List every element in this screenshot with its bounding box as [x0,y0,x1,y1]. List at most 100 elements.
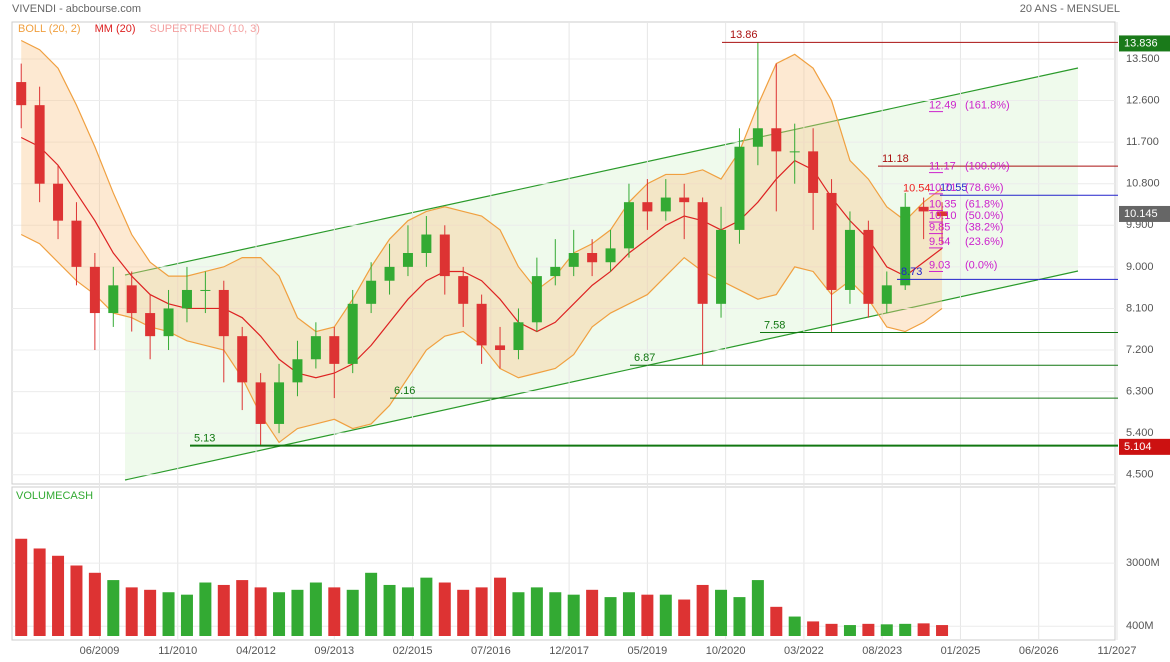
candle-body [937,211,948,217]
volume-bar [457,589,470,636]
y-tick-label: 10.800 [1126,178,1160,190]
candle-body [200,289,211,291]
volume-bar [88,572,101,636]
candle-body [605,248,616,263]
volume-bar [199,582,212,636]
volume-bar [843,625,856,636]
y-tick-label: 11.700 [1126,136,1159,148]
candle-body [329,336,340,364]
y-tick-label: 9.900 [1126,219,1154,231]
y-tick-label: 9.000 [1126,261,1154,273]
volume-bar [180,594,193,636]
volume-bar [70,565,83,636]
candle-body [274,382,285,424]
candle-body [752,128,763,147]
volume-bar [125,587,138,636]
candle-body [900,206,911,286]
volume-bar [641,594,654,636]
price-tag [1119,438,1170,455]
y-tick-label: 5.400 [1126,427,1154,439]
moving-average [20,136,943,379]
fib-pct: (161.8%) [965,100,1010,112]
volume-bar [291,589,304,636]
candle-body [71,220,82,267]
y-tick-label: 12.600 [1126,94,1160,106]
candle-body [53,183,64,221]
volume-bar [512,592,525,636]
candle-body [145,313,156,337]
price-tag [1119,35,1170,52]
volume-bar [309,582,322,636]
volume-title: VOLUMECASH [16,490,93,502]
x-tick-label: 05/2019 [627,645,667,657]
boll-fill [21,40,943,443]
volume-bar [494,577,507,636]
volume-bar [659,594,672,636]
volume-bar [549,592,562,636]
fib-label: 9.03 [929,259,950,271]
fib-pct: (23.6%) [965,236,1004,248]
volume-bar [236,580,249,636]
volume-bar [936,625,949,636]
candle-body [550,266,561,277]
candle-body [402,253,413,267]
fib-label: 11.17 [929,161,956,173]
x-tick-label: 07/2016 [471,645,511,657]
volume-bar [162,592,175,636]
level-label: 7.58 [764,319,785,331]
candle-body [89,266,100,314]
fib-pct: (100.0%) [965,161,1010,173]
fib-label: 9.54 [929,236,950,248]
volume-bar [678,599,691,636]
x-tick-label: 06/2009 [80,645,120,657]
candle-body [826,192,837,290]
candle-body [16,82,27,106]
x-tick-label: 04/2012 [236,645,276,657]
volume-bar [733,597,746,636]
candle-body [347,303,358,364]
volume-bar [751,580,764,636]
channel-top [124,67,1079,276]
fib-pct: (38.2%) [965,221,1004,233]
volume-bar [807,621,820,636]
candle-body [863,229,874,304]
volume-bar [604,597,617,636]
x-tick-label: 11/2010 [158,645,197,657]
candle-body [642,202,653,212]
volume-bar [52,555,65,636]
candle-body [771,128,782,152]
level-label: 6.87 [634,352,655,364]
volume-bar [899,623,912,636]
fib-pct: (61.8%) [965,198,1004,210]
candle-body [808,151,819,193]
level-label: 5.13 [194,433,215,445]
legend-entry: BOLL (20, 2) [18,23,81,35]
fib-label: 9.85 [929,221,950,233]
volume-bar [567,594,580,636]
volume-bar [715,589,728,636]
price-tag-label: 13.836 [1124,37,1158,49]
price-tag [1119,205,1170,222]
x-tick-label: 08/2023 [862,645,902,657]
candle-body [716,229,727,304]
volume-bar [15,538,28,636]
x-tick-label: 10/2020 [706,645,746,657]
candle-body [623,202,634,249]
volume-bar [420,577,433,636]
candle-body [513,322,524,351]
candle-body [421,234,432,253]
candle-body [292,359,303,383]
volume-bar [825,623,838,636]
price-tag-label: 10.145 [1124,208,1158,220]
candle-body [734,146,745,230]
candle-body [384,266,395,281]
volume-bar [33,548,46,636]
volume-bar [770,606,783,636]
x-tick-label: 01/2025 [941,645,981,657]
candle-body [255,382,266,424]
level-label: 13.86 [730,29,758,41]
candle-body [476,303,487,346]
fib-label: 12.49 [929,100,957,112]
chart-title: VIVENDI - abcbourse.com [12,3,141,15]
legend-entry: SUPERTREND (10, 3) [150,23,260,35]
